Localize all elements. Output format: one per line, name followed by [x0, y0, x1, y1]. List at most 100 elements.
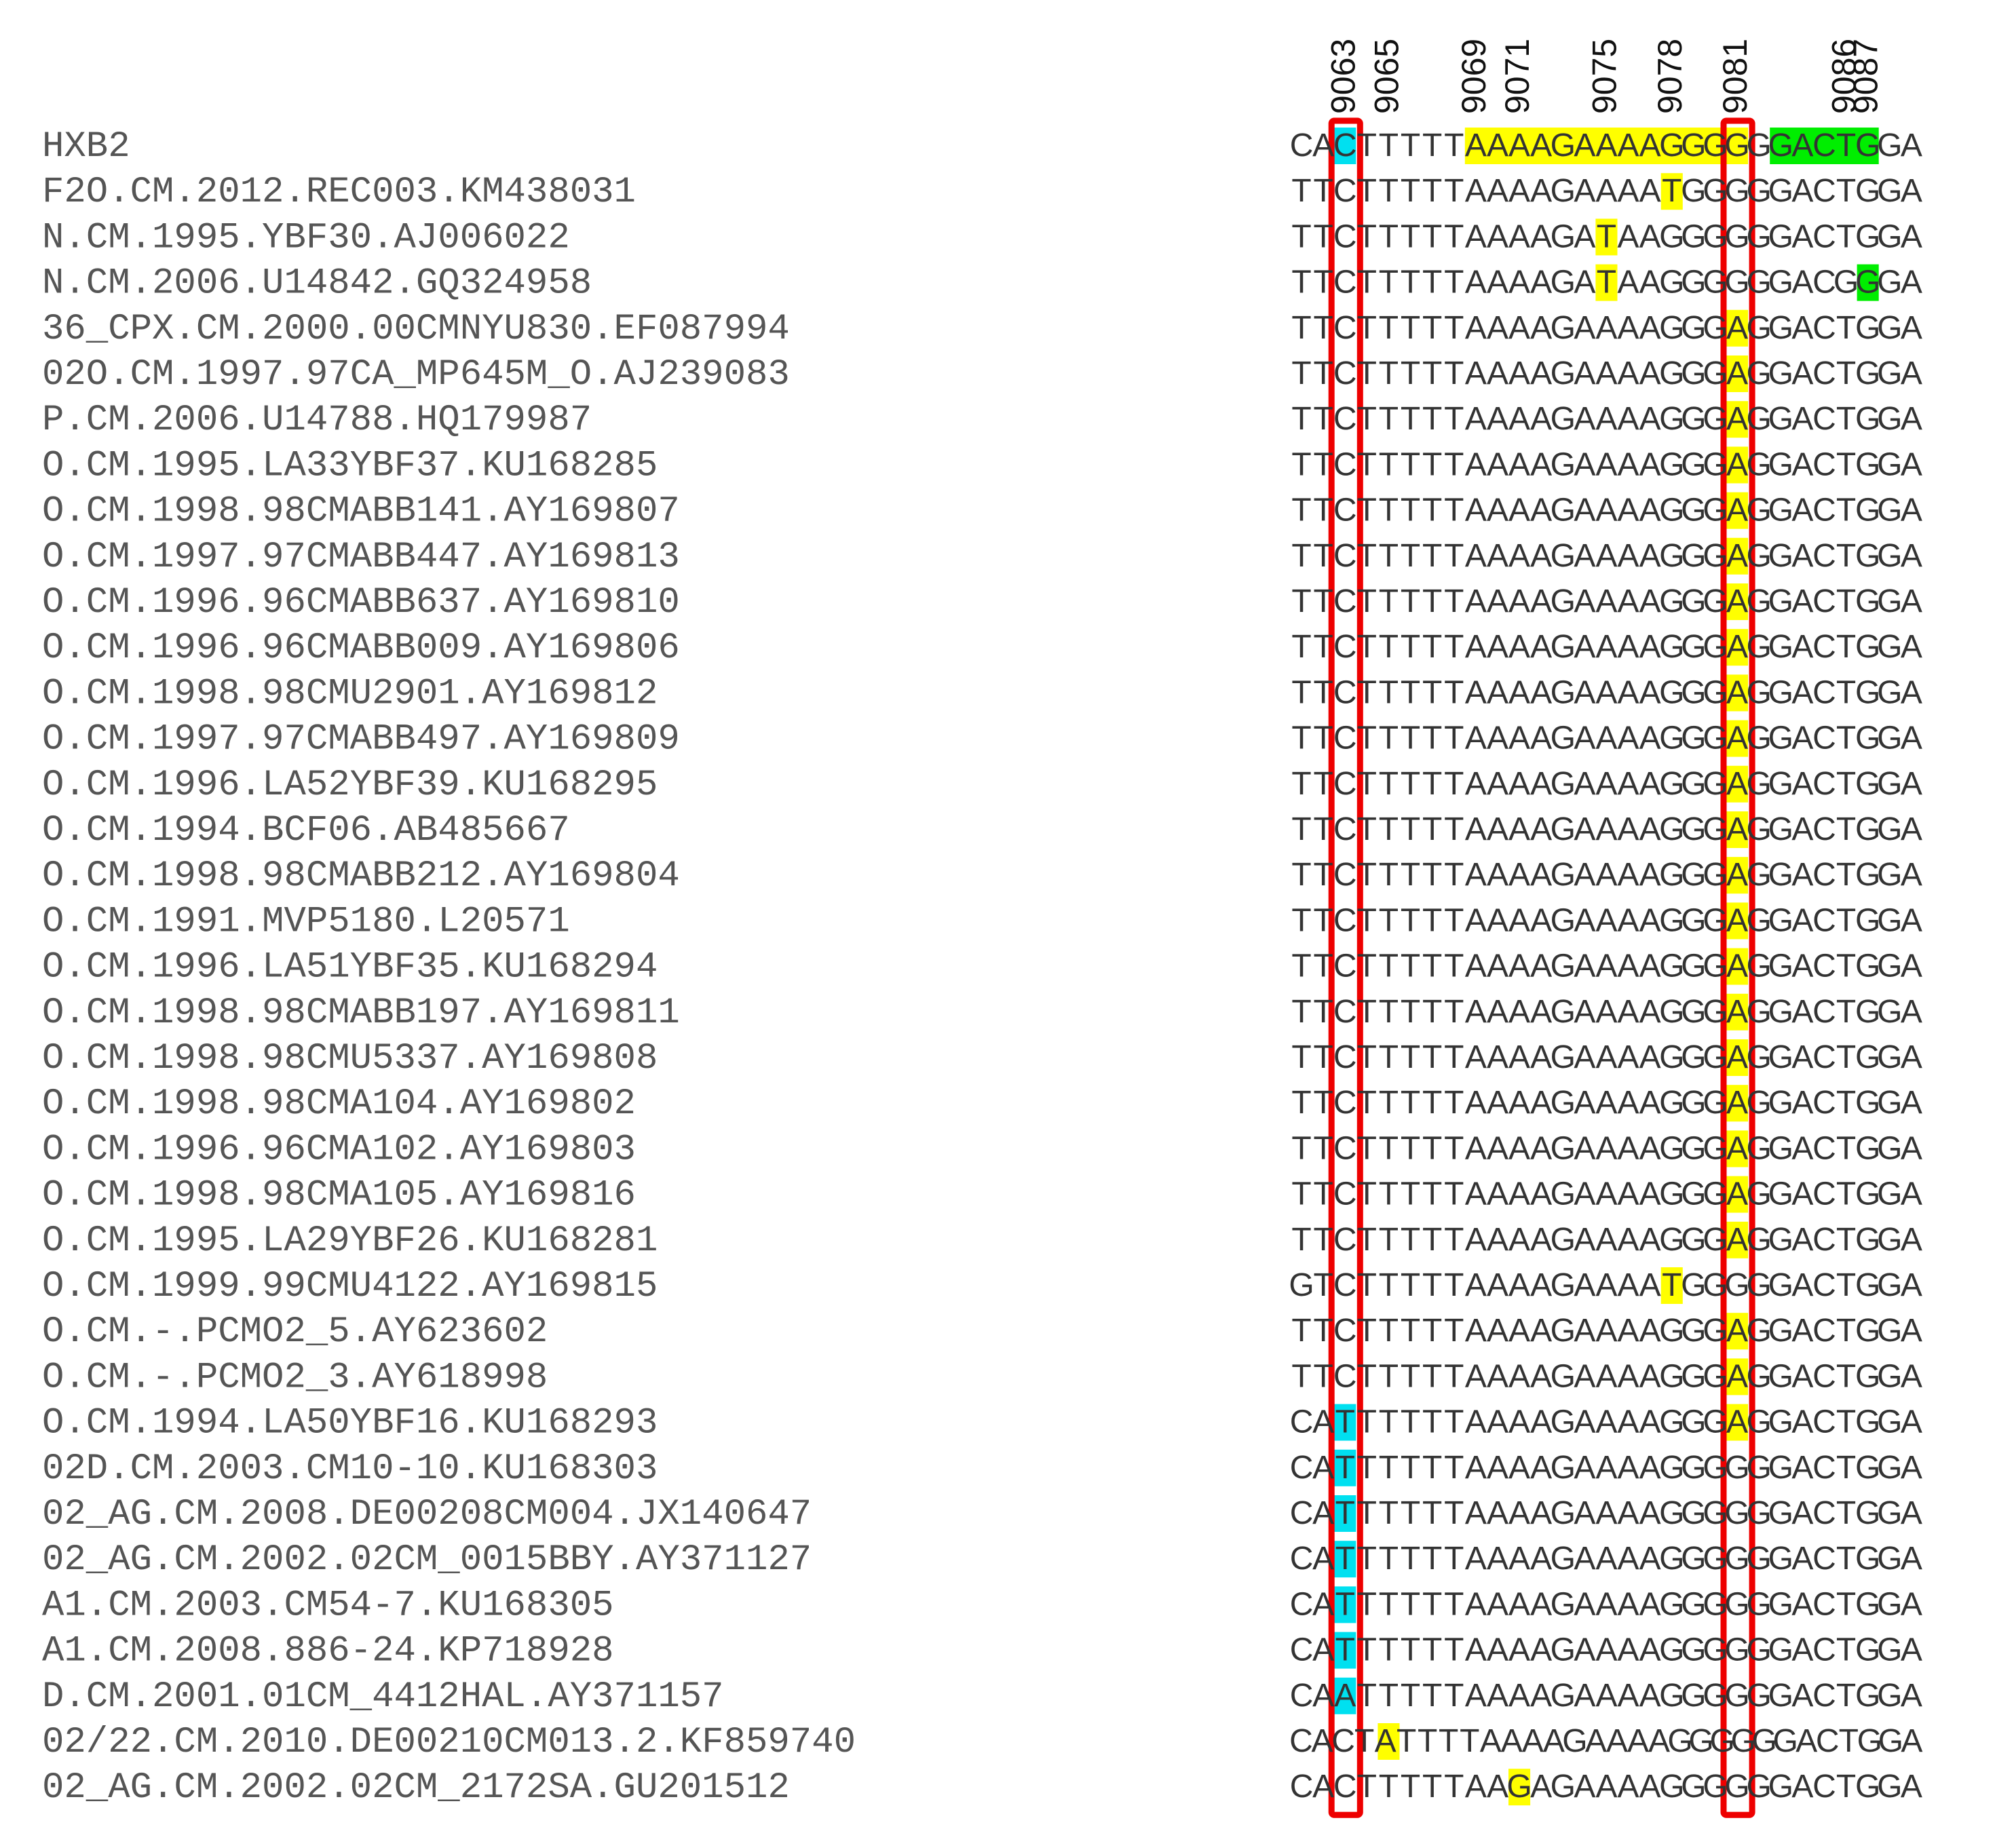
residue: A	[1487, 128, 1508, 163]
sequence-label: O.CM.1998.98CMABB141.AY169807	[42, 491, 680, 533]
residue: T	[1836, 493, 1856, 528]
highlight-cell	[1334, 1495, 1356, 1532]
residue: A	[1901, 811, 1922, 847]
residue: A	[1487, 1404, 1508, 1440]
residue: G	[1855, 310, 1880, 346]
highlight-cell	[1726, 1221, 1749, 1258]
residue: A	[1618, 857, 1639, 893]
residue: A	[1595, 355, 1617, 391]
residue: A	[1508, 629, 1530, 665]
residue: T	[1357, 948, 1377, 984]
residue: A	[1618, 1541, 1639, 1577]
residue: T	[1401, 1586, 1420, 1622]
residue: G	[1724, 1450, 1749, 1486]
residue: C	[1333, 811, 1357, 847]
residue: A	[1901, 720, 1922, 756]
sequence-label: O.CM.1996.96CMABB637.AY169810	[42, 582, 680, 623]
residue: G	[1724, 173, 1749, 209]
residue: G	[1551, 446, 1576, 482]
residue: A	[1574, 1222, 1595, 1258]
residue: A	[1595, 1039, 1617, 1075]
residue: T	[1836, 1586, 1856, 1622]
residue: G	[1551, 401, 1576, 437]
residue: A	[1508, 811, 1530, 847]
residue: T	[1357, 674, 1377, 710]
residue: A	[1639, 493, 1661, 528]
sequence-label: P.CM.2006.U14788.HQ179987	[42, 400, 592, 441]
residue: G	[1681, 1085, 1706, 1121]
residue: G	[1703, 674, 1728, 710]
residue: A	[1522, 1723, 1544, 1759]
residue: T	[1291, 1313, 1311, 1349]
residue: T	[1444, 674, 1464, 710]
residue: A	[1791, 674, 1813, 710]
residue: C	[1816, 1723, 1840, 1759]
residue: T	[1291, 1085, 1311, 1121]
residue: T	[1357, 857, 1377, 893]
residue: G	[1834, 265, 1859, 301]
residue: T	[1401, 446, 1420, 482]
residue: C	[1333, 1313, 1357, 1349]
residue: A	[1595, 446, 1617, 482]
residue: C	[1331, 1723, 1355, 1759]
residue: A	[1618, 674, 1639, 710]
residue: A	[1465, 583, 1487, 619]
residue: G	[1855, 994, 1880, 1030]
residue: G	[1768, 902, 1793, 938]
residue: A	[1465, 1404, 1487, 1440]
residue: G	[1768, 629, 1793, 665]
residue: G	[1746, 674, 1771, 710]
residue: T	[1401, 948, 1420, 984]
residue: T	[1379, 1404, 1399, 1440]
residue: T	[1313, 173, 1333, 209]
residue: A	[1574, 811, 1595, 847]
residue: G	[1703, 310, 1728, 346]
residue: C	[1333, 629, 1357, 665]
residue: C	[1333, 948, 1357, 984]
residue: G	[1659, 1632, 1684, 1668]
highlight-cell	[1334, 1541, 1356, 1578]
residue: A	[1595, 1404, 1617, 1440]
residue: A	[1595, 1313, 1617, 1349]
residue: T	[1379, 1222, 1399, 1258]
residue: T	[1422, 1404, 1442, 1440]
residue: G	[1855, 1176, 1880, 1212]
residue: A	[1791, 310, 1813, 346]
residue: T	[1836, 310, 1856, 346]
residue: A	[1618, 1632, 1639, 1668]
residue: T	[1401, 128, 1420, 163]
sequence-label: O.CM.1997.97CMABB497.AY169809	[42, 719, 680, 761]
residue: T	[1836, 1450, 1856, 1486]
residue: A	[1487, 265, 1508, 301]
box-layer	[1328, 117, 1755, 1818]
residue: T	[1291, 218, 1311, 254]
residue: T	[1444, 629, 1464, 665]
residue: A	[1618, 1222, 1639, 1258]
residue: A	[1639, 446, 1661, 482]
residue: G	[1681, 1176, 1706, 1212]
residue: A	[1639, 1678, 1661, 1714]
residue: A	[1791, 948, 1813, 984]
residue: G	[1746, 1358, 1771, 1394]
residue: T	[1836, 1769, 1856, 1805]
sequence-label: F2O.CM.2012.REC003.KM438031	[42, 172, 636, 213]
residue: G	[1703, 401, 1728, 437]
residue: A	[1530, 1678, 1552, 1714]
residue: G	[1709, 1723, 1734, 1759]
residue: G	[1877, 355, 1902, 391]
residue: G	[1659, 446, 1684, 482]
highlight-cell	[1378, 1723, 1400, 1760]
residue: C	[1333, 857, 1357, 893]
residue: A	[1791, 1130, 1813, 1166]
residue: A	[1791, 1176, 1813, 1212]
residue: T	[1422, 857, 1442, 893]
residue: G	[1877, 720, 1902, 756]
residue: A	[1574, 1313, 1595, 1349]
sequence-label: O.CM.-.PCMO2_5.AY623602	[42, 1311, 548, 1353]
residue: T	[1444, 446, 1464, 482]
residue: T	[1401, 629, 1420, 665]
residue: C	[1812, 1222, 1836, 1258]
residue: T	[1444, 1586, 1464, 1622]
residue: A	[1791, 1358, 1813, 1394]
residue: A	[1648, 1723, 1670, 1759]
